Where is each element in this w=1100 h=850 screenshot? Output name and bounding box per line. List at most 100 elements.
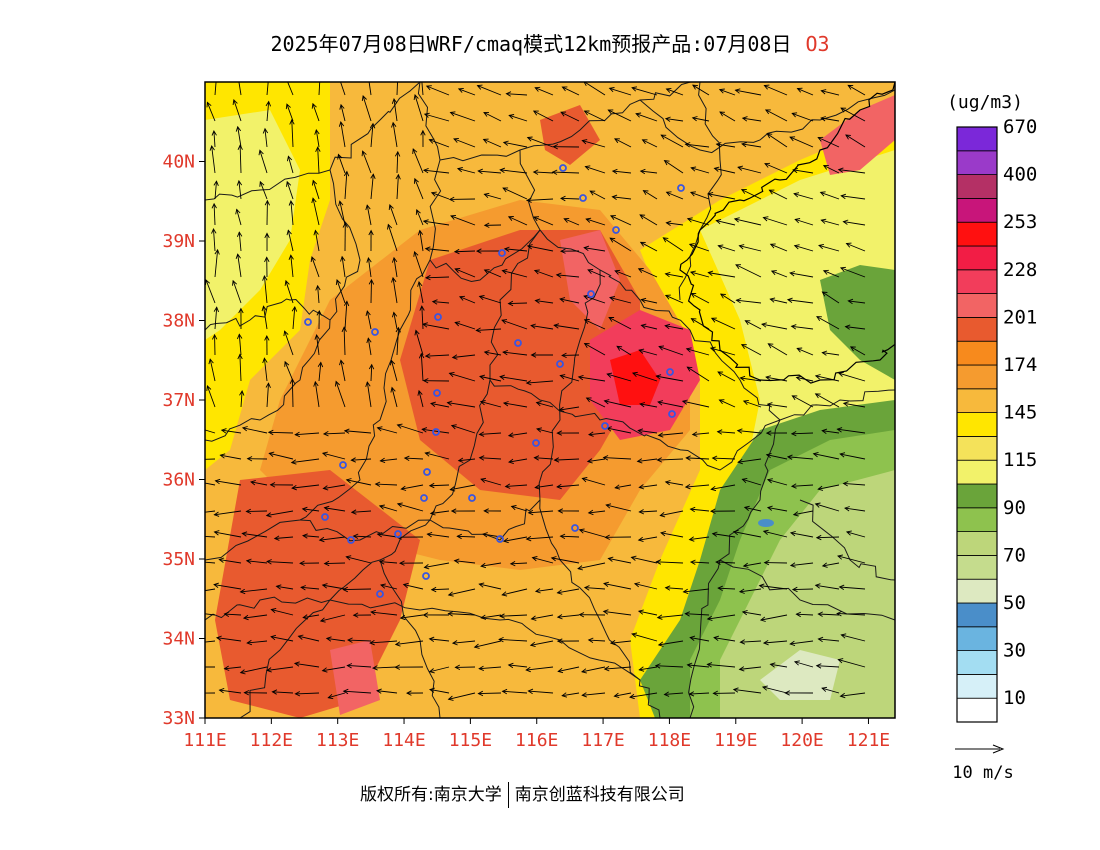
wind-arrow — [794, 218, 814, 226]
legend-swatch — [956, 459, 998, 485]
latitude-axis: 33N 34N 35N 36N 37N 38N 39N 40N — [162, 152, 205, 729]
wind-arrow — [343, 300, 350, 330]
wind-arrow — [530, 614, 554, 621]
wind-arrow — [394, 640, 424, 647]
wind-arrow — [220, 428, 242, 434]
wind-arrow — [284, 279, 294, 304]
wind-arrow — [478, 295, 502, 304]
wind-arrow — [742, 562, 762, 568]
wind-arrow — [840, 107, 866, 122]
wind-arrow — [662, 237, 684, 252]
wind-arrow — [766, 402, 788, 408]
station-marker — [496, 535, 504, 543]
wind-arrow — [288, 200, 294, 226]
wind-arrow — [763, 559, 788, 566]
wind-arrow — [689, 635, 710, 642]
wind-arrow — [342, 222, 348, 252]
wind-arrow — [734, 88, 762, 96]
lon-tick-label: 117E — [581, 730, 624, 751]
wind-arrow — [275, 584, 294, 590]
wind-arrow — [396, 502, 424, 512]
wind-arrow — [321, 583, 346, 590]
wind-arrow — [350, 457, 372, 463]
wind-arrow — [264, 232, 270, 252]
wind-arrow — [588, 431, 606, 437]
wind-arrow — [321, 451, 346, 460]
wind-arrow — [291, 484, 320, 491]
legend-frame — [956, 126, 998, 723]
wind-arrow — [665, 87, 684, 96]
station-marker — [668, 410, 676, 418]
wind-arrow — [583, 343, 606, 356]
wind-arrow — [796, 347, 814, 356]
legend-label: 115 — [1003, 449, 1037, 471]
wind-arrow — [265, 510, 294, 518]
map-title: 2025年07月08日WRF/cmaq模式12km预报产品:07月08日 O3 — [0, 28, 1100, 57]
wind-scale-label: 10 m/s — [952, 763, 1013, 783]
wind-arrow — [663, 691, 684, 697]
wind-arrow — [213, 510, 242, 517]
wind-arrow — [338, 82, 346, 96]
wind-arrow — [558, 406, 580, 413]
wind-arrow — [640, 323, 658, 330]
wind-arrow — [380, 583, 398, 590]
legend-label: 400 — [1003, 164, 1037, 186]
wind-arrow — [293, 661, 320, 668]
wind-arrow — [391, 121, 398, 148]
wind-arrow — [532, 169, 554, 175]
wind-arrow — [400, 484, 424, 491]
lat-tick-label: 35N — [162, 549, 195, 570]
wind-arrow — [609, 215, 632, 226]
legend-swatch — [956, 316, 998, 342]
wind-arrow — [213, 180, 219, 200]
wind-arrow — [482, 138, 502, 148]
wind-arrow — [337, 153, 346, 174]
wind-arrow — [614, 484, 632, 490]
wind-arrow — [391, 256, 398, 278]
wind-arrow — [457, 457, 476, 463]
wind-arrow — [710, 484, 736, 492]
wind-arrow — [686, 662, 710, 668]
wind-arrow — [413, 94, 424, 122]
wind-arrow — [762, 216, 788, 226]
station-marker — [304, 318, 312, 326]
station-marker — [612, 226, 620, 234]
wind-arrow — [501, 588, 528, 597]
wind-arrow — [422, 219, 450, 226]
boundary-line — [799, 499, 895, 581]
wind-arrow — [765, 375, 788, 382]
wind-arrow — [378, 559, 398, 565]
wind-arrow — [717, 585, 736, 591]
wind-arrow — [608, 317, 632, 330]
station-marker — [498, 249, 506, 257]
wind-arrow — [792, 510, 814, 517]
legend-swatch — [956, 650, 998, 675]
wind-arrow — [789, 271, 814, 278]
color-legend: 10 30 50 70 90 115 145 174 201 228 253 400 670 — [956, 116, 1037, 723]
lat-tick-label: 34N — [162, 629, 195, 650]
wind-arrow — [498, 636, 528, 643]
ne-green-patch — [820, 265, 895, 380]
wind-arrow — [609, 237, 632, 252]
wind-arrow — [483, 192, 502, 200]
lat-tick-label: 36N — [162, 470, 195, 491]
boundary-line — [639, 89, 895, 154]
wind-arrow — [536, 427, 554, 434]
lon-tick-label: 113E — [316, 730, 359, 751]
wind-arrow — [315, 146, 321, 174]
legend-swatch — [956, 388, 998, 413]
wind-arrow — [502, 401, 528, 408]
wind-arrow — [560, 195, 580, 202]
wind-arrow — [711, 455, 736, 461]
wind-arrow — [342, 586, 372, 593]
wind-arrow — [606, 372, 632, 382]
wind-arrow — [264, 335, 270, 356]
wind-arrow — [638, 348, 658, 356]
wind-arrow — [527, 509, 554, 516]
wind-arrow — [656, 614, 684, 620]
wind-arrow — [583, 245, 606, 252]
wind-arrow — [563, 217, 580, 226]
wind-arrow — [505, 91, 528, 97]
wind-arrow — [366, 257, 372, 278]
wind-arrow — [214, 248, 220, 278]
